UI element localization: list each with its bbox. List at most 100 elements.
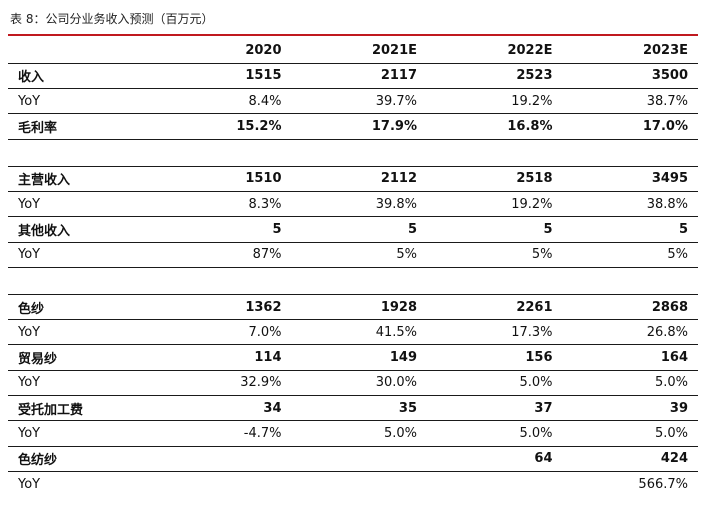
- table-cell: 17.0%: [562, 113, 698, 140]
- row-label: 色纱: [8, 294, 156, 321]
- table-cell: 1515: [156, 63, 292, 90]
- table-cell: [292, 471, 428, 496]
- row-label: 其他收入: [8, 216, 156, 243]
- table-row: YoY 7.0% 41.5% 17.3% 26.8%: [8, 319, 698, 346]
- column-header: 2021E: [291, 38, 427, 64]
- table-cell: 5: [562, 216, 698, 243]
- table-cell: 8.3%: [156, 191, 292, 218]
- column-header: 2022E: [427, 38, 563, 64]
- table-row: 其他收入 5 5 5 5: [8, 216, 698, 243]
- table-cell: 5.0%: [427, 370, 563, 397]
- table-cell: 156: [427, 344, 563, 371]
- column-header: [8, 38, 156, 64]
- table-row: YoY 87% 5% 5% 5%: [8, 242, 698, 268]
- table-cell: 64: [427, 446, 563, 472]
- table-cell: 39.8%: [291, 191, 427, 218]
- table-cell: [291, 446, 427, 472]
- table-cell: [156, 446, 292, 472]
- table-cell: 39: [562, 395, 698, 422]
- table-cell: 17.9%: [291, 113, 427, 140]
- table-cell: 1362: [156, 294, 292, 321]
- table-cell: 19.2%: [427, 88, 563, 115]
- table-row: 贸易纱 114 149 156 164: [8, 344, 698, 371]
- table-cell: 5%: [562, 242, 698, 268]
- row-label: 色纺纱: [8, 446, 156, 472]
- table-cell: 5.0%: [562, 420, 698, 447]
- table-cell: 3495: [562, 166, 698, 192]
- row-label: 受托加工费: [8, 395, 156, 422]
- table-cell: 2117: [291, 63, 427, 90]
- table-row: 色纺纱 64 424: [8, 446, 698, 472]
- table-cell: [427, 471, 563, 496]
- table-row: 色纱 1362 1928 2261 2868: [8, 294, 698, 321]
- table-cell: 5: [427, 216, 563, 243]
- table-cell: 38.7%: [562, 88, 698, 115]
- table-cell: 5: [291, 216, 427, 243]
- table-row: YoY -4.7% 5.0% 5.0% 5.0%: [8, 420, 698, 447]
- spacer-row: [8, 267, 698, 295]
- table-cell: 34: [156, 395, 292, 422]
- table-cell: 5%: [291, 242, 427, 268]
- table-row: 毛利率 15.2% 17.9% 16.8% 17.0%: [8, 113, 698, 140]
- row-label: YoY: [8, 319, 156, 346]
- table-cell: 2518: [427, 166, 563, 192]
- header-row: 2020 2021E 2022E 2023E: [8, 38, 698, 64]
- table-cell: 39.7%: [291, 88, 427, 115]
- table-cell: 3500: [562, 63, 698, 90]
- table-cell: 30.0%: [291, 370, 427, 397]
- table-row: 收入 1515 2117 2523 3500: [8, 63, 698, 90]
- table-cell: 5.0%: [562, 370, 698, 397]
- table-cell: 5.0%: [291, 420, 427, 447]
- table-cell: 2868: [562, 294, 698, 321]
- table-row: YoY 8.3% 39.8% 19.2% 38.8%: [8, 191, 698, 218]
- table-cell: -4.7%: [156, 420, 292, 447]
- table-cell: [156, 471, 292, 496]
- table-cell: 114: [156, 344, 292, 371]
- row-label: 收入: [8, 63, 156, 90]
- row-label: YoY: [8, 370, 156, 397]
- table-cell: 38.8%: [562, 191, 698, 218]
- table-cell: 2261: [427, 294, 563, 321]
- row-label: YoY: [8, 420, 156, 447]
- table-cell: 19.2%: [427, 191, 563, 218]
- row-label: YoY: [8, 242, 156, 268]
- table-row: YoY 8.4% 39.7% 19.2% 38.7%: [8, 88, 698, 115]
- table-cell: 5: [156, 216, 292, 243]
- row-label: 毛利率: [8, 113, 156, 140]
- table-cell: 2112: [291, 166, 427, 192]
- table-row: YoY 32.9% 30.0% 5.0% 5.0%: [8, 370, 698, 397]
- table-cell: 424: [562, 446, 698, 472]
- table-cell: 35: [291, 395, 427, 422]
- row-label: YoY: [18, 476, 41, 492]
- row-label: YoY: [8, 88, 156, 115]
- revenue-forecast-table: 2020 2021E 2022E 2023E 收入 1515 2117 2523…: [8, 38, 698, 497]
- table-cell: 16.8%: [427, 113, 563, 140]
- table-cell: 2523: [427, 63, 563, 90]
- table-cell: 7.0%: [156, 319, 292, 346]
- table-cell: 41.5%: [291, 319, 427, 346]
- table-cell: 164: [562, 344, 698, 371]
- table-row: 主营收入 1510 2112 2518 3495: [8, 166, 698, 192]
- table-cell: 37: [427, 395, 563, 422]
- table-caption: 表 8：公司分业务收入预测（百万元）: [10, 12, 214, 26]
- table-cell: 1510: [156, 166, 292, 192]
- table-cell: 5.0%: [427, 420, 563, 447]
- table-cell: 17.3%: [427, 319, 563, 346]
- column-header: 2023E: [562, 38, 698, 64]
- table-cell: 5%: [427, 242, 563, 268]
- row-label: 主营收入: [8, 166, 156, 192]
- table-row: YoY 566.7%: [8, 471, 698, 496]
- table-cell: 149: [291, 344, 427, 371]
- table-cell: 8.4%: [156, 88, 292, 115]
- table-cell: 1928: [291, 294, 427, 321]
- table-cell: 32.9%: [156, 370, 292, 397]
- table-cell: 566.7%: [638, 476, 688, 492]
- column-header: 2020: [156, 38, 292, 64]
- table-cell: 26.8%: [562, 319, 698, 346]
- spacer-row: [8, 139, 698, 167]
- row-label: YoY: [8, 191, 156, 218]
- table-cell: 87%: [156, 242, 292, 268]
- row-label: 贸易纱: [8, 344, 156, 371]
- table-row: 受托加工费 34 35 37 39: [8, 395, 698, 422]
- header-rule: [8, 34, 698, 36]
